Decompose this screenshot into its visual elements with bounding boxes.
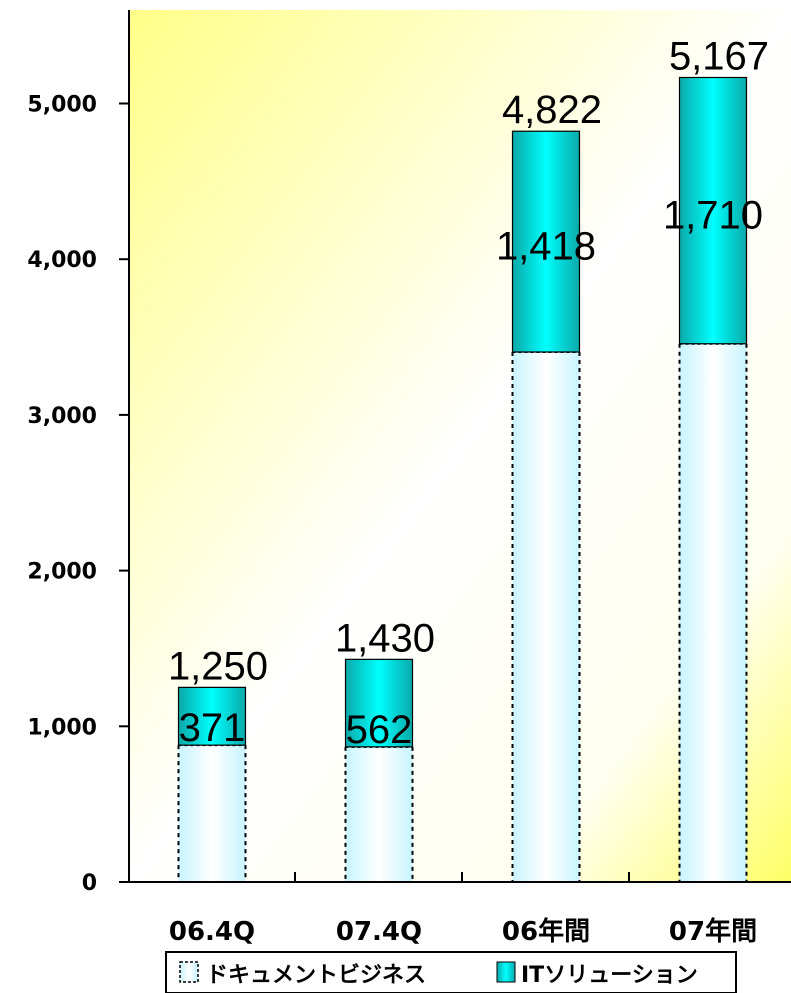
data-label-it-solution: 562 [346,708,413,752]
y-tick-label: 2,000 [27,560,97,585]
y-tick-label: 4,000 [27,248,97,273]
data-label-it-solution: 1,418 [496,225,596,269]
y-tick-label: 0 [82,871,97,896]
legend-swatch-it [496,961,516,983]
bar-it-solution [344,658,414,748]
x-category-label: 07.4Q [336,917,422,947]
bar-document-business [512,351,580,882]
legend-swatch-document [179,961,199,983]
bar-it-solution [511,130,581,353]
bar-document-business [178,745,246,882]
legend-label-it-solution: ITソリューション [521,963,698,988]
x-category-label: 07年間 [669,916,757,947]
bar-it-solution [678,76,748,345]
y-tick-label: 3,000 [27,404,97,429]
y-tick-label: 5,000 [27,93,97,118]
data-label-total: 1,250 [168,644,268,688]
data-label-total: 1,430 [335,616,435,660]
data-label-it-solution: 371 [179,706,246,750]
x-category-label: 06.4Q [169,917,255,947]
legend-box [165,951,737,993]
y-tick-label: 1,000 [27,715,97,740]
x-category-label: 06年間 [502,916,590,947]
bar-document-business [345,746,413,882]
bar-it-solution [177,686,247,746]
bar-document-business [679,343,747,882]
data-label-total: 5,167 [669,34,769,78]
data-label-total: 4,822 [502,88,602,132]
data-label-it-solution: 1,710 [663,194,763,238]
legend-label-document-business: ドキュメントビジネス [206,963,426,988]
legend: ドキュメントビジネス ITソリューション [165,951,737,993]
